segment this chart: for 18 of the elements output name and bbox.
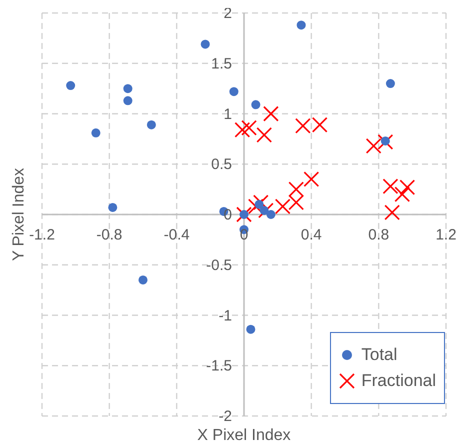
y-tick-label: -1.5 bbox=[206, 358, 232, 375]
x-tick-label: -0.8 bbox=[96, 226, 122, 244]
y-tick-label: 0.5 bbox=[211, 156, 232, 174]
y-tick-label: -2 bbox=[218, 408, 232, 425]
y-tick-label: 1.5 bbox=[211, 55, 232, 72]
y-tick-label: 1 bbox=[224, 106, 232, 123]
y-axis-title: Y Pixel Index bbox=[10, 168, 28, 262]
y-tick-label: -1 bbox=[218, 307, 232, 324]
legend-label: Total bbox=[361, 345, 398, 365]
y-tick-label: -0.5 bbox=[206, 256, 232, 274]
x-axis-title: X Pixel Index bbox=[197, 427, 291, 442]
x-tick-label: -1.2 bbox=[29, 226, 55, 244]
legend-label: Fractional bbox=[361, 371, 436, 391]
x-tick-label: -0.4 bbox=[164, 226, 190, 244]
y-tick-label: 0 bbox=[224, 206, 232, 224]
x-tick-label: 1.2 bbox=[436, 226, 456, 244]
x-tick-label: 0.8 bbox=[368, 226, 390, 244]
x-tick-label: 0.4 bbox=[300, 226, 322, 244]
